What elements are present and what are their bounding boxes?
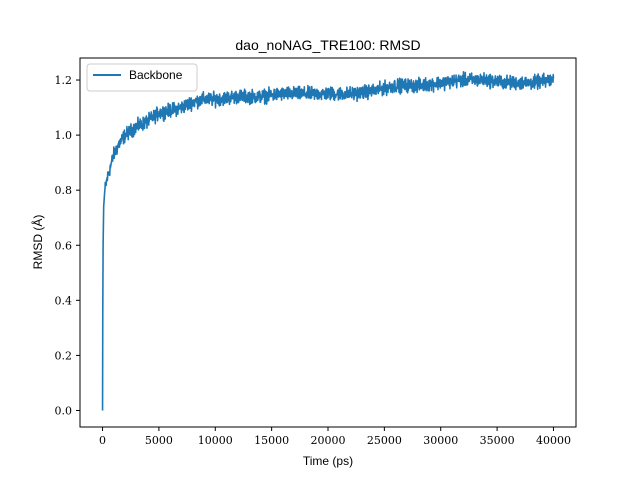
- y-tick-label: 1.2: [55, 74, 73, 87]
- y-tick-label: 1.0: [55, 129, 73, 142]
- legend-box: [86, 63, 198, 92]
- y-tick-label: 0.4: [55, 294, 73, 307]
- x-tick-label: 15000: [254, 434, 289, 447]
- y-tick-label: 0.6: [55, 239, 73, 252]
- tick-layer: 0 5000 10000 15000 20000 25000 30000 35000 40000…: [55, 74, 571, 447]
- series-line-backbone: [101, 70, 555, 411]
- plot-frame: [79, 57, 577, 428]
- plot-content: [101, 70, 555, 411]
- x-tick-label: 20000: [311, 434, 346, 447]
- x-tick-label: 0: [99, 434, 106, 447]
- x-tick-label: 5000: [145, 434, 173, 447]
- legend: Backbone: [86, 63, 198, 92]
- chart-title: dao_noNAG_TRE100: RMSD: [235, 37, 420, 53]
- x-tick-label: 10000: [198, 434, 233, 447]
- x-axis-label: Time (ps): [303, 454, 353, 468]
- y-tick-label: 0.8: [55, 184, 73, 197]
- x-tick-label: 30000: [423, 434, 458, 447]
- x-tick-label: 25000: [367, 434, 402, 447]
- x-tick-label: 40000: [536, 434, 571, 447]
- x-tick-label: 35000: [480, 434, 515, 447]
- legend-label-backbone: Backbone: [129, 68, 183, 82]
- y-tick-label: 0.0: [55, 404, 73, 417]
- y-axis-label: RMSD (Å): [30, 215, 45, 270]
- y-tick-label: 0.2: [55, 349, 73, 362]
